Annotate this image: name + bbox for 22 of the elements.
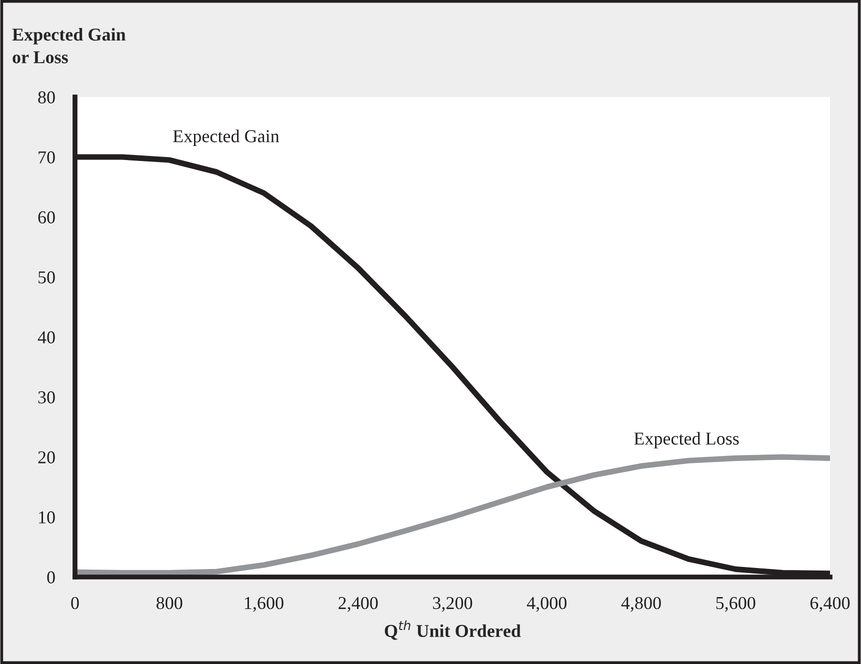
x-tick-label: 800	[156, 596, 182, 610]
x-tick-label: 1,600	[245, 596, 284, 612]
x-tick-label: 5,600	[716, 596, 756, 612]
y-tick-label: 30	[38, 391, 55, 404]
x-tick-label: 3,200	[433, 596, 472, 612]
y-tick-label: 60	[38, 211, 55, 224]
x-tick-label: 6,400	[810, 596, 850, 612]
y-tick-label: 0	[47, 571, 55, 584]
x-tick-label: 4,000	[526, 596, 566, 612]
x-tick-label: 2,400	[338, 596, 378, 612]
y-axis-title: Expected Gain or Loss	[12, 28, 126, 64]
series-label: Expected Loss	[634, 432, 739, 448]
y-tick-label: 80	[38, 91, 55, 104]
y-tick-label: 40	[38, 331, 55, 344]
x-axis-title: Q$^{th}$ Unit Ordered	[384, 620, 521, 640]
y-tick-label: 20	[38, 451, 55, 464]
x-tick-label: 4,800	[621, 596, 661, 612]
x-tick-label: 0	[71, 596, 79, 610]
y-tick-label: 50	[38, 271, 55, 284]
y-tick-label: 70	[38, 151, 55, 164]
y-tick-label: 10	[39, 511, 55, 524]
series-label: Expected Gain	[173, 130, 280, 146]
